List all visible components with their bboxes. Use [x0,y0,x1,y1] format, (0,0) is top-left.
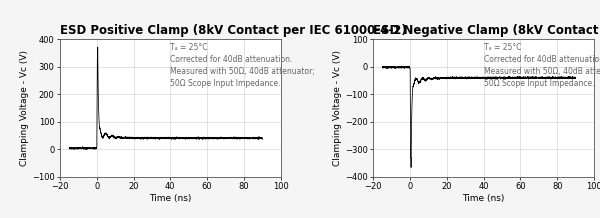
Text: ESD Positive Clamp (8kV Contact per IEC 61000-4-2): ESD Positive Clamp (8kV Contact per IEC … [60,24,407,37]
Text: Tₐ = 25°C
Corrected for 40dB attenuation.
Measured with 50Ω, 40dB attenuator;
50: Tₐ = 25°C Corrected for 40dB attenuation… [484,43,600,88]
Text: ESD Negative Clamp (8kV Contact per IEC 61000-4-2): ESD Negative Clamp (8kV Contact per IEC … [373,24,600,37]
Y-axis label: Clamping Voltage - Vᴄ (V): Clamping Voltage - Vᴄ (V) [20,50,29,166]
Text: Tₐ = 25°C
Corrected for 40dB attenuation.
Measured with 50Ω, 40dB attenuator;
50: Tₐ = 25°C Corrected for 40dB attenuation… [170,43,315,88]
X-axis label: Time (ns): Time (ns) [463,194,505,203]
Y-axis label: Clamping Voltage - Vᴄ (V): Clamping Voltage - Vᴄ (V) [333,50,342,166]
X-axis label: Time (ns): Time (ns) [149,194,191,203]
